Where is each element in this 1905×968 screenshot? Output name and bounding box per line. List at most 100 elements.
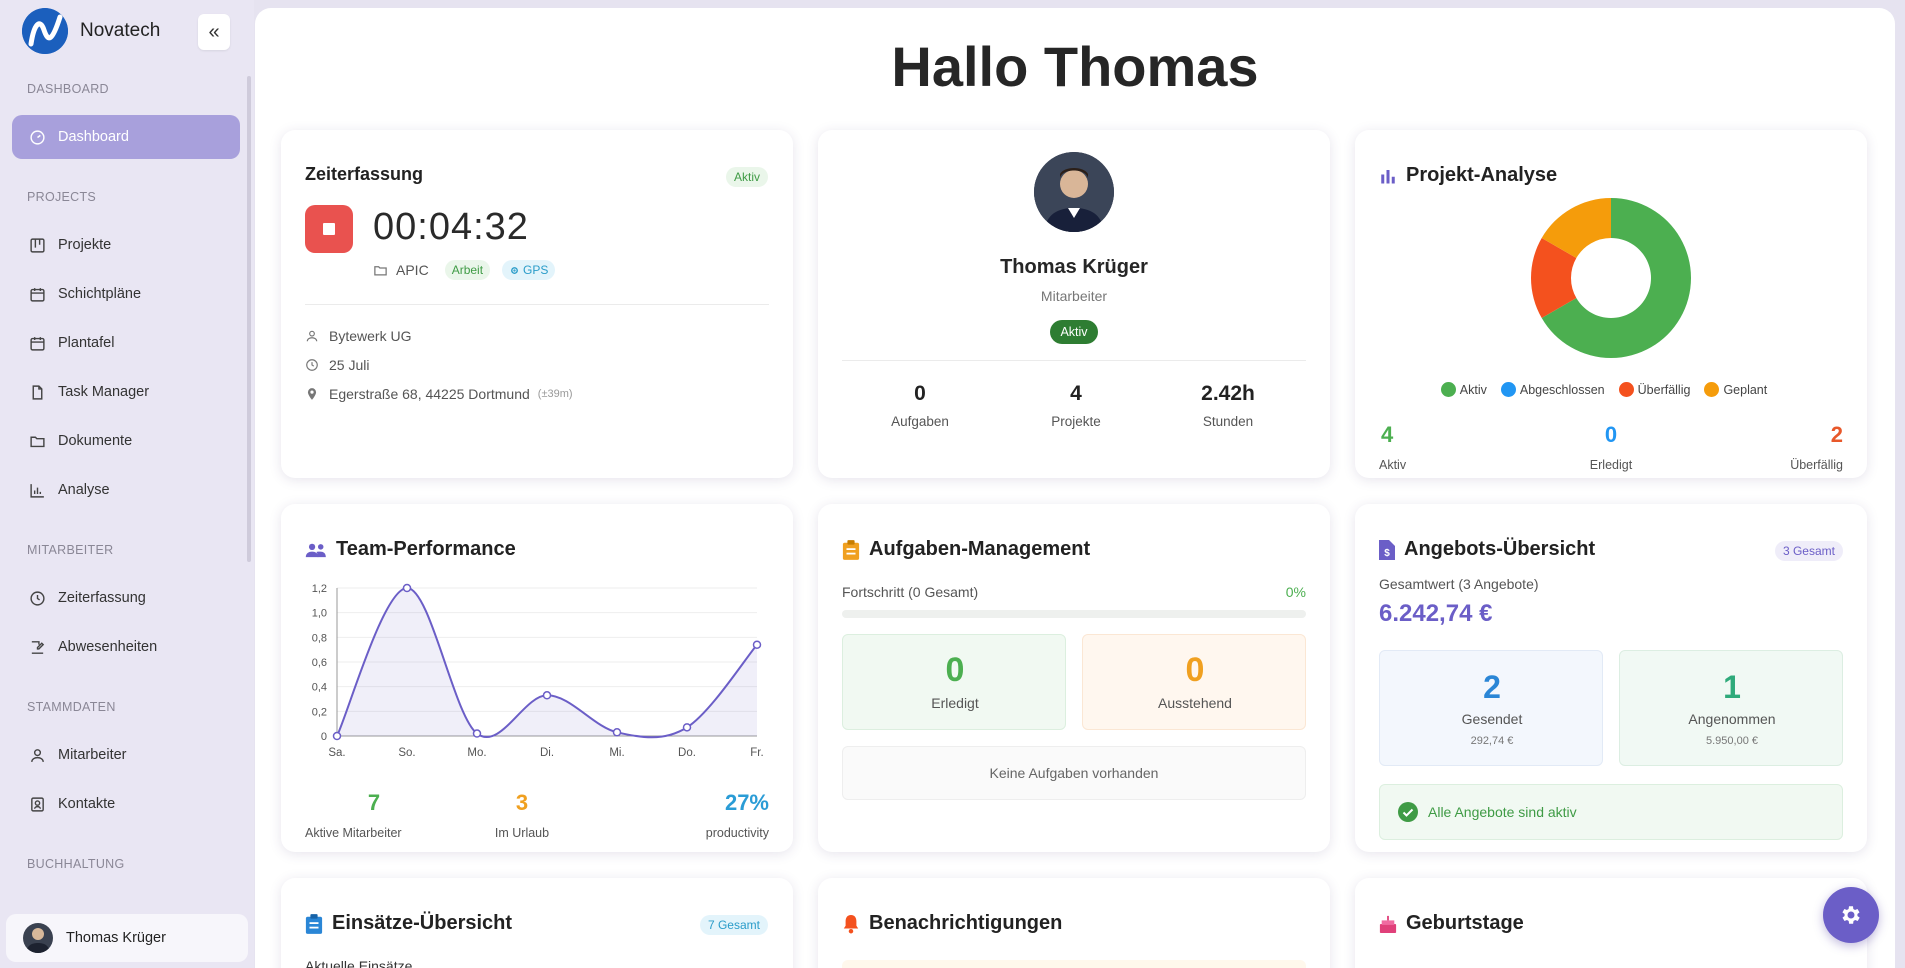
done-tasks-count: 0 — [945, 651, 965, 689]
gps-accuracy: (±39m) — [537, 388, 573, 400]
card-title: $ Angebots-Übersicht — [1379, 538, 1595, 561]
sidebar-item-analysis[interactable]: Analyse — [12, 468, 240, 512]
progress-label: Fortschritt (0 Gesamt) — [842, 584, 979, 600]
stop-icon — [323, 223, 335, 235]
accepted-offers-count: 1 — [1723, 669, 1741, 705]
sidebar-item-dashboard[interactable]: Dashboard — [12, 115, 240, 159]
card-title: Aufgaben-Management — [842, 538, 1090, 561]
address-value: Egerstraße 68, 44225 Dortmund — [329, 386, 530, 402]
brand[interactable]: Novatech — [22, 8, 160, 54]
sidebar-item-tasks[interactable]: Task Manager — [12, 370, 240, 414]
chart-legend: Aktiv Abgeschlossen Überfällig Geplant — [1355, 382, 1867, 397]
data-point-3[interactable] — [542, 691, 552, 700]
total-value-label: Gesamtwert (3 Angebote) — [1379, 576, 1539, 592]
sent-offers-count: 2 — [1483, 669, 1501, 705]
company-row: Bytewerk UG — [305, 328, 411, 344]
address-row: Egerstraße 68, 44225 Dortmund (±39m) — [305, 386, 573, 402]
bell-icon — [843, 914, 859, 933]
vacation-label: Im Urlaub — [494, 826, 550, 840]
x-tick-label: Sa. — [328, 747, 345, 759]
legend-item[interactable]: Überfällig — [1618, 382, 1690, 397]
section-accounting: BUCHHALTUNG — [27, 857, 125, 871]
profile-avatar[interactable] — [1034, 152, 1114, 232]
clock-icon — [30, 590, 45, 606]
pending-tasks-label: Ausstehend — [1158, 695, 1232, 711]
sidebar-item-contacts[interactable]: Kontakte — [12, 782, 240, 826]
y-tick-label: 0,8 — [312, 632, 327, 644]
invoice-icon: $ — [1379, 539, 1395, 560]
section-staff: MITARBEITER — [27, 543, 114, 557]
sent-offers-amount: 292,74 € — [1470, 735, 1514, 747]
sidebar-item-employees[interactable]: Mitarbeiter — [12, 733, 240, 777]
card-title: Projekt-Analyse — [1379, 164, 1557, 187]
y-tick-label: 1,0 — [312, 608, 327, 620]
donut-slice-überfällig[interactable] — [1531, 238, 1577, 318]
empty-tasks-message: Keine Aufgaben vorhanden — [842, 746, 1306, 800]
x-tick-label: Mi. — [609, 747, 624, 759]
active-staff-count: 7 — [367, 790, 381, 815]
series-area — [337, 587, 757, 738]
sidebar-item-absences[interactable]: Abwesenheiten — [12, 625, 240, 669]
done-tasks-label: Erledigt — [931, 695, 979, 711]
card-title: Geburtstage — [1379, 912, 1524, 935]
sidebar-item-documents[interactable]: Dokumente — [12, 419, 240, 463]
assignments-badge: 7 Gesamt — [699, 915, 768, 935]
sidebar-item-plantafel[interactable]: Plantafel — [12, 321, 240, 365]
stop-timer-button[interactable] — [305, 205, 353, 253]
accepted-offers-box: 1 Angenommen 5.950,00 € — [1619, 650, 1843, 766]
legend-dot — [1500, 382, 1516, 397]
user-menu[interactable]: Thomas Krüger — [6, 914, 248, 962]
gps-label: GPS — [523, 263, 549, 277]
legend-dot — [1440, 382, 1456, 397]
project-donut-chart — [1531, 198, 1691, 358]
data-point-1[interactable] — [402, 583, 412, 593]
location-pin-icon — [307, 388, 317, 400]
done-tasks-box: 0 Erledigt — [842, 634, 1066, 730]
tasks-count: 0 — [914, 382, 926, 405]
calendar-icon — [30, 336, 45, 351]
data-point-2[interactable] — [472, 729, 482, 738]
sent-offers-label: Gesendet — [1461, 711, 1523, 727]
donut-slice-aktiv[interactable] — [1541, 198, 1691, 358]
profile-card: Thomas Krüger Mitarbeiter Aktiv 0 Aufgab… — [818, 130, 1330, 478]
card-title: Team-Performance — [305, 538, 516, 561]
donut-slice-geplant[interactable] — [1541, 198, 1611, 258]
data-point-0[interactable] — [332, 731, 342, 741]
legend-label: Geplant — [1723, 382, 1768, 397]
cake-icon — [1379, 915, 1397, 933]
settings-button[interactable] — [1823, 887, 1879, 943]
legend-label: Abgeschlossen — [1519, 382, 1605, 397]
task-management-card: Aufgaben-Management Fortschritt (0 Gesam… — [818, 504, 1330, 852]
collapse-sidebar-button[interactable]: « — [198, 14, 230, 50]
kanban-icon — [30, 237, 45, 253]
status-badge: Aktiv — [725, 167, 768, 187]
legend-item[interactable]: Geplant — [1704, 382, 1767, 397]
card-title-text: Team-Performance — [336, 538, 516, 560]
sidebar-item-time-tracking[interactable]: Zeiterfassung — [12, 576, 240, 620]
progress-percent: 0% — [1285, 584, 1306, 600]
edit-icon — [31, 640, 45, 654]
notification-item[interactable] — [842, 960, 1306, 968]
sidebar-item-shifts[interactable]: Schichtpläne — [12, 272, 240, 316]
main-content: Hallo Thomas Zeiterfassung Aktiv 00:04:3… — [255, 8, 1895, 968]
section-master-data: STAMMDATEN — [27, 700, 116, 714]
data-point-4[interactable] — [612, 728, 622, 737]
folder-icon — [374, 265, 387, 275]
legend-item[interactable]: Abgeschlossen — [1500, 382, 1605, 397]
legend-item[interactable]: Aktiv — [1440, 382, 1487, 397]
sidebar-item-label: Schichtpläne — [58, 286, 142, 302]
y-tick-label: 0,4 — [312, 682, 327, 694]
team-performance-card: Team-Performance 0 0,2 0,4 0,6 0,8 1,0 1,2 Sa. S… — [281, 504, 793, 852]
data-point-6[interactable] — [752, 640, 762, 649]
data-point-5[interactable] — [682, 723, 692, 732]
active-count: 4 — [1381, 422, 1394, 447]
time-tracking-card: Zeiterfassung Aktiv 00:04:32 APIC Arbeit… — [281, 130, 793, 478]
sidebar-item-label: Kontakte — [58, 796, 116, 812]
sidebar-scrollbar[interactable] — [247, 76, 251, 562]
y-tick-label: 0,6 — [312, 657, 327, 669]
gps-icon — [511, 266, 518, 274]
section-dashboard: DASHBOARD — [27, 82, 109, 96]
novatech-logo-icon — [22, 8, 68, 54]
sidebar-item-projects[interactable]: Projekte — [12, 223, 240, 267]
birthdays-card: Geburtstage — [1355, 878, 1867, 968]
